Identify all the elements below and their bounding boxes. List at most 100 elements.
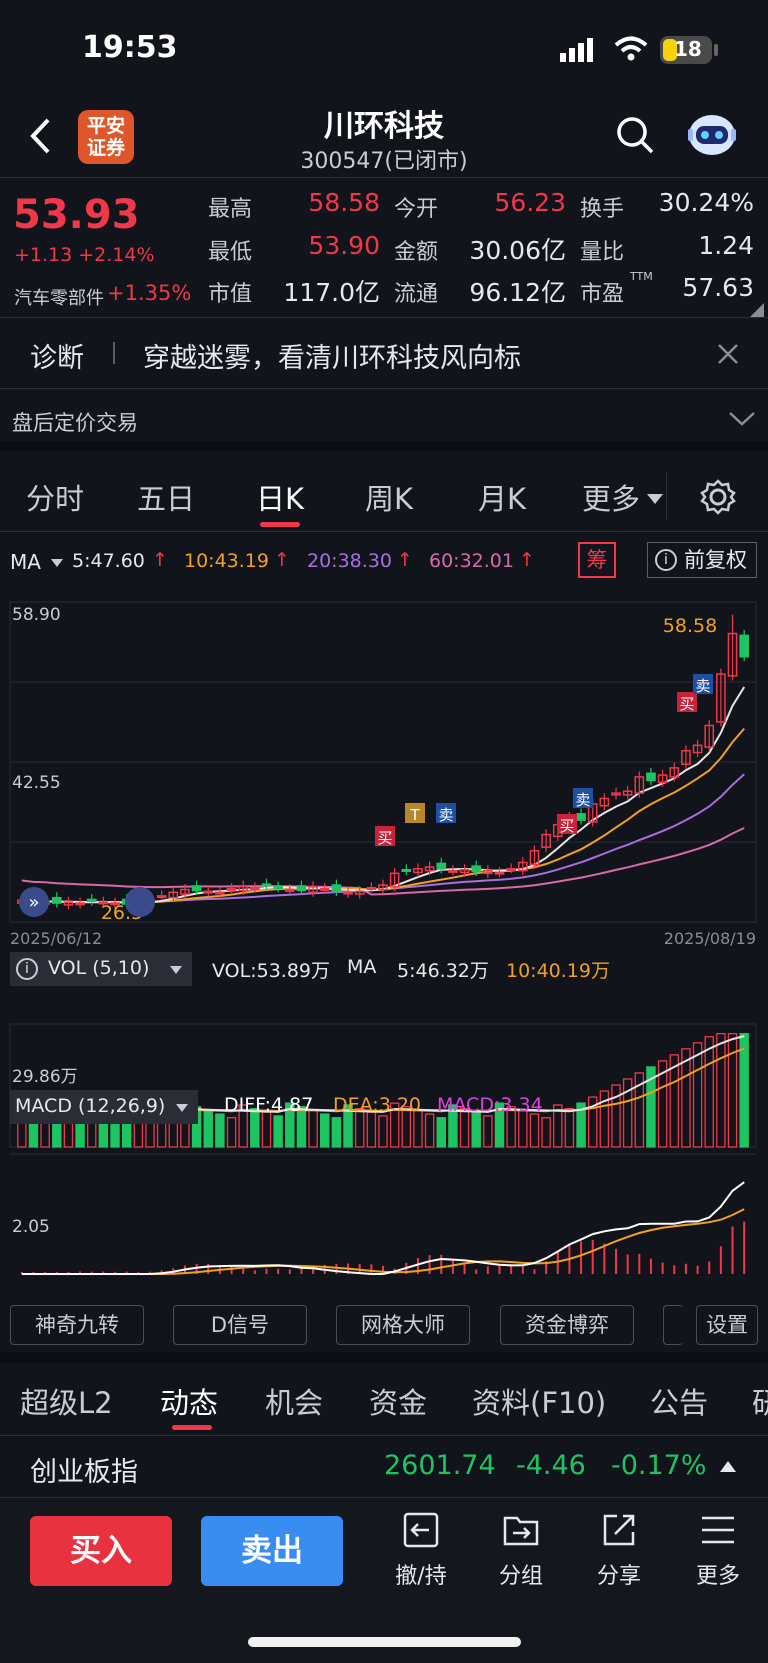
signal-badge xyxy=(677,692,697,712)
candle xyxy=(51,896,62,904)
market-cap-value: 117.0亿 xyxy=(283,278,380,307)
candle xyxy=(576,813,586,821)
candle xyxy=(354,890,365,895)
tab-f10[interactable]: 资料(F10) xyxy=(472,1386,607,1420)
magic-nine-button[interactable]: 神奇九转 xyxy=(10,1305,144,1345)
share-button[interactable]: 分享 xyxy=(579,1510,659,1590)
search-icon[interactable] xyxy=(615,115,655,155)
info-tabs: 超级L2 动态 机会 资金 资料(F10) 公告 研 xyxy=(0,1362,768,1436)
candle xyxy=(366,886,377,890)
more-indicator-button[interactable] xyxy=(663,1305,683,1345)
tab-opportunity[interactable]: 机会 xyxy=(265,1386,324,1420)
chevron-down-icon[interactable] xyxy=(728,411,756,427)
volume-bar xyxy=(366,1111,377,1148)
more-button[interactable]: 更多 xyxy=(678,1510,758,1590)
market-cap-label: 市值 xyxy=(208,282,253,307)
sector-name[interactable]: 汽车零部件 xyxy=(14,288,104,309)
after-hours-row[interactable]: 盘后定价交易 xyxy=(0,389,768,451)
volume-panel-frame xyxy=(9,1023,757,1148)
signal-text: 卖 xyxy=(438,806,453,824)
broker-logo[interactable]: 平安 证券 xyxy=(78,110,134,164)
tab-five-day[interactable]: 五日 xyxy=(137,482,196,516)
signal-badge xyxy=(693,674,713,694)
ma60-line xyxy=(21,827,745,896)
volume-bar xyxy=(203,1109,213,1148)
volume-bar xyxy=(587,1096,598,1148)
divider xyxy=(113,342,115,364)
candle xyxy=(63,901,74,906)
diagnosis-banner[interactable]: 诊断 穿越迷雾，看清川环科技风向标 xyxy=(0,317,768,389)
start-date-label: 2025/06/12 xyxy=(10,929,102,948)
volume-bar xyxy=(378,1115,388,1148)
close-icon[interactable] xyxy=(717,343,739,365)
dea-value: DEA:3.20 xyxy=(333,1094,422,1116)
vol-indicator-selector[interactable]: i VOL (5,10) xyxy=(10,952,192,986)
fund-game-button[interactable]: 资金博弈 xyxy=(500,1305,634,1345)
vol-label: VOL (5,10) xyxy=(48,957,150,979)
candle xyxy=(646,772,656,782)
info-icon: i xyxy=(655,549,677,571)
vol-value: VOL:53.89万 xyxy=(212,960,330,982)
volume-bar xyxy=(261,1111,272,1148)
turnover-label: 换手 xyxy=(580,197,625,222)
indicator-button-row: 神奇九转 D信号 网格大师 资金博弈 设置 xyxy=(0,1300,768,1350)
candle xyxy=(506,868,516,872)
group-button[interactable]: 分组 xyxy=(481,1510,561,1590)
chip-distribution-button[interactable]: 筹 xyxy=(578,542,616,578)
settings-gear-icon[interactable] xyxy=(700,479,736,515)
index-change: -4.46 xyxy=(516,1450,586,1481)
tab-monthly-k[interactable]: 月K xyxy=(478,482,527,516)
candle xyxy=(424,866,435,872)
ma5-line xyxy=(21,686,746,904)
candle xyxy=(716,673,726,723)
robot-assistant-icon[interactable] xyxy=(686,109,738,159)
arrow-up-icon: ↑ xyxy=(274,549,290,571)
macd-indicator-selector[interactable]: MACD (12,26,9) xyxy=(10,1090,198,1124)
tab-intraday[interactable]: 分时 xyxy=(26,482,85,516)
candle xyxy=(191,885,202,892)
macd-label: MACD (12,26,9) xyxy=(15,1095,166,1117)
tab-news[interactable]: 动态 xyxy=(160,1386,219,1420)
back-icon[interactable] xyxy=(28,117,52,155)
indicator-settings-button[interactable]: 设置 xyxy=(696,1305,758,1345)
scroll-left-button xyxy=(19,887,49,917)
tab-daily-k[interactable]: 日K xyxy=(256,482,305,516)
signal-text: 买 xyxy=(559,817,574,835)
tab-more[interactable]: 更多 xyxy=(582,482,641,516)
tab-super-l2[interactable]: 超级L2 xyxy=(20,1386,113,1420)
buy-button[interactable]: 买入 xyxy=(30,1516,172,1586)
volume-bar xyxy=(448,1104,458,1148)
candle xyxy=(436,862,447,870)
candle xyxy=(319,887,330,891)
volume-bar xyxy=(634,1072,645,1148)
tab-research[interactable]: 研 xyxy=(752,1386,768,1420)
vol-ma5: 5:46.32万 xyxy=(397,960,489,982)
y-axis-label-mid: 42.55 xyxy=(12,773,61,793)
tab-funds[interactable]: 资金 xyxy=(369,1386,428,1420)
candle xyxy=(110,902,120,906)
ma-label: MA xyxy=(10,550,41,574)
kline-chart-area[interactable]: MA 5:47.60 ↑ 10:43.19 ↑ 20:38.30 ↑ 60:32… xyxy=(0,532,768,1292)
signal-text: 卖 xyxy=(695,677,710,695)
diff-line xyxy=(21,1181,745,1275)
amount-value: 30.06亿 xyxy=(469,236,566,265)
y-axis-label-top: 58.90 xyxy=(12,605,61,625)
volume-bar xyxy=(541,1117,551,1148)
adjust-mode-button[interactable]: i 前复权 xyxy=(647,542,757,578)
sell-button[interactable]: 卖出 xyxy=(201,1516,343,1586)
d-signal-button[interactable]: D信号 xyxy=(173,1305,307,1345)
grid-master-button[interactable]: 网格大师 xyxy=(336,1305,470,1345)
home-indicator xyxy=(248,1637,521,1647)
expand-corner-icon[interactable] xyxy=(750,303,764,317)
sector-change: +1.35% xyxy=(107,281,192,305)
candle xyxy=(261,883,272,887)
caret-down-icon[interactable] xyxy=(51,559,63,567)
volume-bar xyxy=(296,1106,307,1148)
index-ticker[interactable]: 创业板指 2601.74 -4.46 -0.17% xyxy=(0,1436,768,1498)
expand-up-icon[interactable] xyxy=(720,1461,736,1472)
cancel-hold-button[interactable]: 撤/持 xyxy=(381,1510,461,1590)
wifi-icon xyxy=(614,36,648,61)
tab-announcement[interactable]: 公告 xyxy=(650,1386,709,1420)
cancel-hold-label: 撤/持 xyxy=(395,1564,447,1589)
tab-weekly-k[interactable]: 周K xyxy=(365,482,414,516)
